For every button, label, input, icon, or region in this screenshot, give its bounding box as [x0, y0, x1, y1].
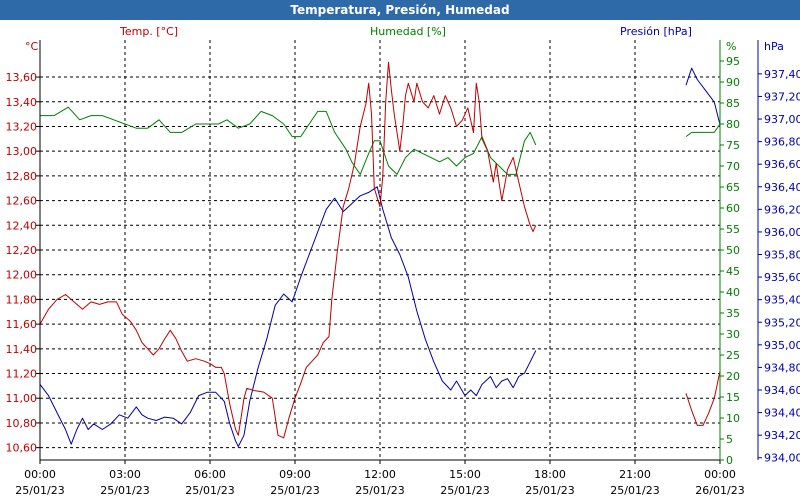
- x-tick-time: 00:00: [24, 468, 56, 481]
- humidity-tick-label: 35: [726, 307, 740, 320]
- humidity-tick-label: 45: [726, 265, 740, 278]
- x-tick-time: 03:00: [109, 468, 141, 481]
- pressure-tick-label: 935,60: [764, 271, 800, 284]
- temp-tick-label: 13,60: [6, 71, 38, 84]
- temp-tick-label: 11,00: [6, 392, 38, 405]
- humidity-unit-label: %: [726, 40, 736, 53]
- temp-tick-label: 11,80: [6, 293, 38, 306]
- temperature-series-line: [685, 370, 721, 426]
- humidity-tick-label: 60: [726, 202, 740, 215]
- x-tick-date: 26/01/23: [695, 484, 744, 497]
- pressure-tick-label: 936,60: [764, 158, 800, 171]
- pressure-series-line: [39, 186, 537, 447]
- temp-tick-label: 13,00: [6, 145, 38, 158]
- x-tick-date: 25/01/23: [15, 484, 64, 497]
- x-tick-date: 25/01/23: [270, 484, 319, 497]
- temp-tick-label: 12,20: [6, 244, 38, 257]
- humidity-tick-label: 0: [726, 454, 733, 467]
- x-tick-time: 15:00: [449, 468, 481, 481]
- humidity-tick-label: 25: [726, 349, 740, 362]
- pressure-tick-label: 937,40: [764, 68, 800, 81]
- temp-tick-label: 13,20: [6, 120, 38, 133]
- temp-tick-label: 11,20: [6, 368, 38, 381]
- series-layer: [39, 61, 721, 447]
- chart-title: Temperatura, Presión, Humedad: [0, 0, 800, 20]
- humidity-tick-label: 90: [726, 76, 740, 89]
- tick-labels: 10,60 10,80 11,00 11,20 11,40 11,60 11,80 12,00…: [6, 55, 800, 497]
- humidity-tick-label: 20: [726, 370, 740, 383]
- humidity-tick-label: 85: [726, 97, 740, 110]
- temp-tick-label: 12,60: [6, 195, 38, 208]
- x-tick-time: 06:00: [194, 468, 226, 481]
- temp-tick-label: 11,60: [6, 318, 38, 331]
- temp-unit-label: °C: [25, 40, 39, 53]
- x-tick-time: 21:00: [619, 468, 651, 481]
- pressure-tick-label: 935,00: [764, 339, 800, 352]
- pressure-tick-label: 935,20: [764, 316, 800, 329]
- humidity-series-line: [40, 106, 537, 175]
- humidity-tick-label: 65: [726, 181, 740, 194]
- temp-tick-label: 10,60: [6, 442, 38, 455]
- humidity-tick-label: 70: [726, 160, 740, 173]
- pressure-tick-label: 936,20: [764, 203, 800, 216]
- x-tick-time: 00:00: [704, 468, 736, 481]
- pressure-tick-label: 936,40: [764, 181, 800, 194]
- temp-axis-header: Temp. [°C]: [119, 25, 178, 38]
- x-tick-time: 18:00: [534, 468, 566, 481]
- x-tick-date: 25/01/23: [610, 484, 659, 497]
- humidity-series-line: [685, 123, 721, 138]
- temp-tick-label: 13,40: [6, 96, 38, 109]
- pressure-tick-label: 937,20: [764, 90, 800, 103]
- x-tick-time: 12:00: [364, 468, 396, 481]
- temp-tick-label: 10,80: [6, 417, 38, 430]
- humidity-tick-label: 5: [726, 433, 733, 446]
- temp-tick-label: 12,00: [6, 269, 38, 282]
- temp-tick-label: 12,40: [6, 219, 38, 232]
- temp-tick-label: 11,40: [6, 343, 38, 356]
- temperature-series-line: [39, 61, 537, 439]
- humidity-tick-label: 95: [726, 55, 740, 68]
- pressure-tick-label: 934,20: [764, 429, 800, 442]
- grid: [40, 40, 720, 460]
- pressure-tick-label: 934,80: [764, 361, 800, 374]
- pressure-unit-label: hPa: [764, 40, 784, 53]
- pressure-tick-label: 935,80: [764, 249, 800, 262]
- pressure-tick-label: 934,00: [764, 452, 800, 465]
- x-tick-date: 25/01/23: [185, 484, 234, 497]
- pressure-tick-label: 937,00: [764, 113, 800, 126]
- temp-tick-label: 12,80: [6, 170, 38, 183]
- humidity-tick-label: 50: [726, 244, 740, 257]
- pressure-series-line: [685, 67, 721, 125]
- humidity-axis-header: Humedad [%]: [370, 25, 446, 38]
- humidity-tick-label: 55: [726, 223, 740, 236]
- humidity-tick-label: 15: [726, 391, 740, 404]
- x-tick-date: 25/01/23: [355, 484, 404, 497]
- humidity-tick-label: 40: [726, 286, 740, 299]
- humidity-tick-label: 30: [726, 328, 740, 341]
- humidity-tick-label: 75: [726, 139, 740, 152]
- x-tick-date: 25/01/23: [525, 484, 574, 497]
- pressure-tick-label: 936,80: [764, 136, 800, 149]
- humidity-tick-label: 10: [726, 412, 740, 425]
- pressure-axis-header: Presión [hPa]: [620, 25, 692, 38]
- x-tick-time: 09:00: [279, 468, 311, 481]
- pressure-tick-label: 934,40: [764, 407, 800, 420]
- pressure-tick-label: 934,60: [764, 384, 800, 397]
- humidity-tick-label: 80: [726, 118, 740, 131]
- pressure-tick-label: 936,00: [764, 226, 800, 239]
- x-tick-date: 25/01/23: [100, 484, 149, 497]
- x-tick-date: 25/01/23: [440, 484, 489, 497]
- pressure-tick-label: 935,40: [764, 294, 800, 307]
